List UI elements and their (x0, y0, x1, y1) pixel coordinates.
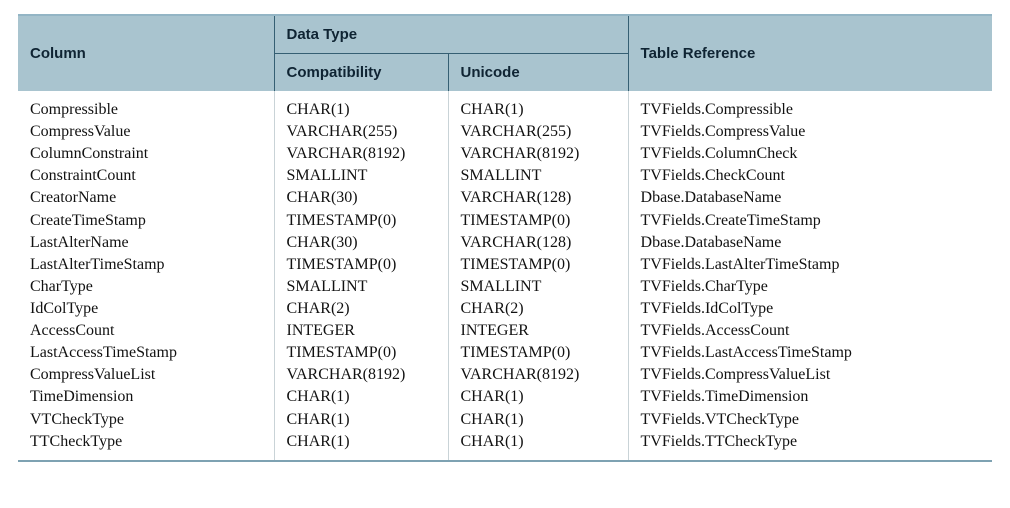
cell-column: ConstraintCount (18, 165, 274, 187)
cell-reference: TVFields.LastAccessTimeStamp (628, 342, 992, 364)
cell-reference: TVFields.TimeDimension (628, 386, 992, 408)
table-row: LastAccessTimeStampTIMESTAMP(0)TIMESTAMP… (18, 342, 992, 364)
cell-unicode: CHAR(1) (448, 386, 628, 408)
table-row: IdColTypeCHAR(2)CHAR(2)TVFields.IdColTyp… (18, 297, 992, 319)
cell-reference: TVFields.ColumnCheck (628, 143, 992, 165)
cell-compatibility: VARCHAR(255) (274, 121, 448, 143)
cell-compatibility: VARCHAR(8192) (274, 143, 448, 165)
table-row: CompressValueVARCHAR(255)VARCHAR(255)TVF… (18, 121, 992, 143)
cell-reference: TVFields.TTCheckType (628, 430, 992, 461)
cell-reference: TVFields.CompressValueList (628, 364, 992, 386)
header-compatibility: Compatibility (274, 54, 448, 92)
cell-unicode: INTEGER (448, 320, 628, 342)
cell-column: TTCheckType (18, 430, 274, 461)
cell-compatibility: CHAR(30) (274, 231, 448, 253)
cell-compatibility: CHAR(1) (274, 408, 448, 430)
cell-unicode: VARCHAR(128) (448, 231, 628, 253)
cell-unicode: VARCHAR(128) (448, 187, 628, 209)
cell-unicode: VARCHAR(8192) (448, 364, 628, 386)
cell-unicode: VARCHAR(8192) (448, 143, 628, 165)
table-row: CreateTimeStampTIMESTAMP(0)TIMESTAMP(0)T… (18, 209, 992, 231)
table-row: CharTypeSMALLINTSMALLINTTVFields.CharTyp… (18, 275, 992, 297)
cell-reference: Dbase.DatabaseName (628, 231, 992, 253)
cell-column: CharType (18, 275, 274, 297)
cell-reference: TVFields.CompressValue (628, 121, 992, 143)
cell-compatibility: TIMESTAMP(0) (274, 253, 448, 275)
cell-unicode: SMALLINT (448, 275, 628, 297)
cell-unicode: SMALLINT (448, 165, 628, 187)
cell-column: ColumnConstraint (18, 143, 274, 165)
cell-compatibility: CHAR(1) (274, 430, 448, 461)
cell-unicode: CHAR(1) (448, 408, 628, 430)
table-row: TTCheckTypeCHAR(1)CHAR(1)TVFields.TTChec… (18, 430, 992, 461)
cell-reference: TVFields.LastAlterTimeStamp (628, 253, 992, 275)
cell-compatibility: CHAR(1) (274, 386, 448, 408)
cell-unicode: CHAR(2) (448, 297, 628, 319)
cell-reference: TVFields.IdColType (628, 297, 992, 319)
cell-column: AccessCount (18, 320, 274, 342)
cell-reference: TVFields.Compressible (628, 91, 992, 121)
table-container: Column Data Type Table Reference Compati… (0, 0, 1010, 470)
cell-unicode: CHAR(1) (448, 91, 628, 121)
header-unicode: Unicode (448, 54, 628, 92)
schema-table: Column Data Type Table Reference Compati… (18, 14, 992, 462)
cell-reference: TVFields.CharType (628, 275, 992, 297)
header-row-1: Column Data Type Table Reference (18, 15, 992, 54)
header-data-type: Data Type (274, 15, 628, 54)
cell-reference: TVFields.CheckCount (628, 165, 992, 187)
cell-compatibility: CHAR(2) (274, 297, 448, 319)
cell-column: Compressible (18, 91, 274, 121)
cell-column: CompressValueList (18, 364, 274, 386)
table-header: Column Data Type Table Reference Compati… (18, 15, 992, 91)
cell-compatibility: TIMESTAMP(0) (274, 209, 448, 231)
table-row: AccessCountINTEGERINTEGERTVFields.Access… (18, 320, 992, 342)
cell-compatibility: TIMESTAMP(0) (274, 342, 448, 364)
header-table-reference: Table Reference (628, 15, 992, 91)
cell-unicode: VARCHAR(255) (448, 121, 628, 143)
cell-column: TimeDimension (18, 386, 274, 408)
cell-column: IdColType (18, 297, 274, 319)
cell-unicode: TIMESTAMP(0) (448, 209, 628, 231)
table-row: ConstraintCountSMALLINTSMALLINTTVFields.… (18, 165, 992, 187)
table-row: CompressValueListVARCHAR(8192)VARCHAR(81… (18, 364, 992, 386)
cell-compatibility: INTEGER (274, 320, 448, 342)
table-body: CompressibleCHAR(1)CHAR(1)TVFields.Compr… (18, 91, 992, 461)
table-row: ColumnConstraintVARCHAR(8192)VARCHAR(819… (18, 143, 992, 165)
cell-compatibility: SMALLINT (274, 165, 448, 187)
table-row: LastAlterTimeStampTIMESTAMP(0)TIMESTAMP(… (18, 253, 992, 275)
table-row: CreatorNameCHAR(30)VARCHAR(128)Dbase.Dat… (18, 187, 992, 209)
cell-reference: TVFields.VTCheckType (628, 408, 992, 430)
table-row: CompressibleCHAR(1)CHAR(1)TVFields.Compr… (18, 91, 992, 121)
table-row: VTCheckTypeCHAR(1)CHAR(1)TVFields.VTChec… (18, 408, 992, 430)
cell-column: VTCheckType (18, 408, 274, 430)
cell-column: LastAlterTimeStamp (18, 253, 274, 275)
cell-column: LastAccessTimeStamp (18, 342, 274, 364)
cell-column: CreatorName (18, 187, 274, 209)
cell-compatibility: CHAR(30) (274, 187, 448, 209)
cell-reference: Dbase.DatabaseName (628, 187, 992, 209)
cell-unicode: TIMESTAMP(0) (448, 253, 628, 275)
cell-reference: TVFields.CreateTimeStamp (628, 209, 992, 231)
table-row: LastAlterNameCHAR(30)VARCHAR(128)Dbase.D… (18, 231, 992, 253)
cell-compatibility: VARCHAR(8192) (274, 364, 448, 386)
cell-unicode: TIMESTAMP(0) (448, 342, 628, 364)
cell-unicode: CHAR(1) (448, 430, 628, 461)
cell-compatibility: CHAR(1) (274, 91, 448, 121)
header-column: Column (18, 15, 274, 91)
cell-column: LastAlterName (18, 231, 274, 253)
table-row: TimeDimensionCHAR(1)CHAR(1)TVFields.Time… (18, 386, 992, 408)
cell-compatibility: SMALLINT (274, 275, 448, 297)
cell-column: CompressValue (18, 121, 274, 143)
cell-column: CreateTimeStamp (18, 209, 274, 231)
cell-reference: TVFields.AccessCount (628, 320, 992, 342)
